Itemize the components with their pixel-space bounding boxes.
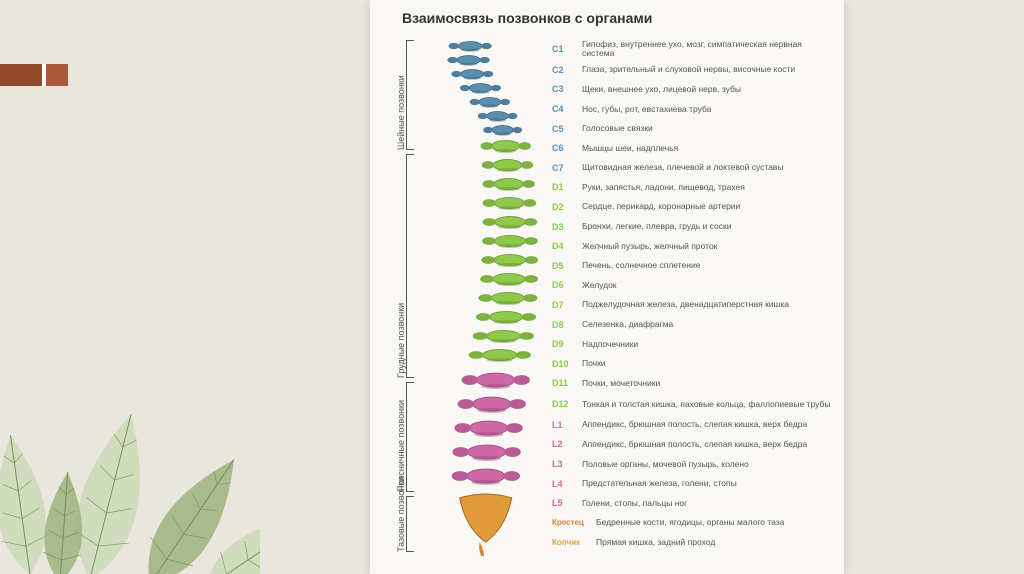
section-brace xyxy=(406,40,414,150)
spine-illustration xyxy=(420,36,550,556)
vertebra-row: D11Почки, мочеточники xyxy=(552,374,834,394)
accent-bar xyxy=(0,64,68,86)
vertebra-desc: Щеки, внешнее ухо, лицевой нерв, зубы xyxy=(582,85,834,94)
vertebra-code: C3 xyxy=(552,84,582,94)
vertebra-desc: Почки, мочеточники xyxy=(582,379,834,388)
diagram-title: Взаимосвязь позвонков с органами xyxy=(370,0,844,32)
vertebra-desc: Печень, солнечное сплетение xyxy=(582,261,834,270)
vertebra-code: D6 xyxy=(552,280,582,290)
vertebra-desc: Руки, запястья, ладони, пищевод, трахея xyxy=(582,183,834,192)
vertebra-code: Крестец xyxy=(552,518,596,527)
vertebra-desc: Сердце, перикард, коронарные артерии xyxy=(582,202,834,211)
vertebra-code: D11 xyxy=(552,378,582,388)
vertebra-row: D4Желчный пузырь, желчный проток xyxy=(552,236,834,256)
vertebra-code: L4 xyxy=(552,479,582,489)
vertebra-code: L3 xyxy=(552,459,582,469)
vertebra-code: D10 xyxy=(552,359,582,369)
vertebra-code: D2 xyxy=(552,202,582,212)
chart-area: Шейные позвонкиГрудные позвонкиПоясничны… xyxy=(370,32,844,560)
vertebra-code: L2 xyxy=(552,439,582,449)
vertebra-row: C5Голосовые связки xyxy=(552,119,834,139)
vertebra-desc: Нос, губы, рот, евстахиева труба xyxy=(582,105,834,114)
vertebra-desc: Предстательная железа, голени, стопы xyxy=(582,479,834,488)
vertebra-row: D7Поджелудочная железа, двенадцатиперстн… xyxy=(552,295,834,315)
vertebra-row: D2Сердце, перикард, коронарные артерии xyxy=(552,197,834,217)
vertebra-code: D3 xyxy=(552,222,582,232)
vertebra-code: D5 xyxy=(552,261,582,271)
vertebra-desc: Поджелудочная железа, двенадцатиперстная… xyxy=(582,300,834,309)
vertebra-desc: Щитовидная железа, плечевой и локтевой с… xyxy=(582,163,834,172)
vertebra-desc: Аппендикс, брюшная полость, слепая кишка… xyxy=(582,420,834,429)
vertebra-code: D7 xyxy=(552,300,582,310)
vertebra-row: D12Тонкая и толстая кишка, паховые кольц… xyxy=(552,393,834,415)
section-label: Шейные позвонки xyxy=(396,75,406,150)
vertebra-code: D9 xyxy=(552,339,582,349)
vertebra-row: КрестецБедренные кости, ягодицы, органы … xyxy=(552,513,834,533)
vertebra-desc: Желчный пузырь, желчный проток xyxy=(582,242,834,251)
vertebra-desc: Голосовые связки xyxy=(582,124,834,133)
vertebra-row: L5Голени, стопы, пальцы ног xyxy=(552,493,834,513)
vertebra-row: L1Аппендикс, брюшная полость, слепая киш… xyxy=(552,415,834,435)
vertebra-code: C5 xyxy=(552,124,582,134)
vertebra-row: L2Аппендикс, брюшная полость, слепая киш… xyxy=(552,435,834,455)
vertebra-code: L1 xyxy=(552,420,582,430)
vertebra-desc: Почки xyxy=(582,359,834,368)
vertebra-row: C2Глаза, зрительный и слуховой нервы, ви… xyxy=(552,60,834,80)
vertebra-desc: Бронхи, легкие, плевра, грудь и соски xyxy=(582,222,834,231)
section-brace xyxy=(406,154,414,378)
vertebra-code: D12 xyxy=(552,399,582,409)
vertebra-list: C1Гипофиз, внутреннее ухо, мозг, симпати… xyxy=(552,38,834,552)
vertebra-code: C1 xyxy=(552,44,582,54)
vertebra-desc: Глаза, зрительный и слуховой нервы, висо… xyxy=(582,65,834,74)
vertebra-code: D1 xyxy=(552,182,582,192)
vertebra-desc: Мышцы шеи, надплечья xyxy=(582,144,834,153)
vertebra-desc: Прямая кишка, задний проход xyxy=(596,538,834,547)
vertebra-row: D6Желудок xyxy=(552,276,834,296)
vertebra-desc: Бедренные кости, ягодицы, органы малого … xyxy=(596,518,834,527)
section-brace xyxy=(406,496,414,552)
vertebra-row: C6Мышцы шеи, надплечья xyxy=(552,138,834,158)
vertebra-desc: Тонкая и толстая кишка, паховые кольца, … xyxy=(582,400,834,409)
vertebra-code: D4 xyxy=(552,241,582,251)
vertebra-row: D1Руки, запястья, ладони, пищевод, трахе… xyxy=(552,178,834,198)
vertebra-desc: Аппендикс, брюшная полость, слепая кишка… xyxy=(582,440,834,449)
section-brace xyxy=(406,382,414,492)
vertebra-row: C1Гипофиз, внутреннее ухо, мозг, симпати… xyxy=(552,38,834,60)
vertebra-row: D8Селезенка, диафрагма xyxy=(552,315,834,335)
vertebra-code: D8 xyxy=(552,320,582,330)
vertebra-desc: Голени, стопы, пальцы ног xyxy=(582,499,834,508)
vertebra-code: Копчик xyxy=(552,538,596,547)
vertebra-row: C4Нос, губы, рот, евстахиева труба xyxy=(552,99,834,119)
vertebra-row: C3Щеки, внешнее ухо, лицевой нерв, зубы xyxy=(552,80,834,100)
vertebra-code: C7 xyxy=(552,163,582,173)
content-card: Взаимосвязь позвонков с органами Шейные … xyxy=(370,0,844,574)
vertebra-desc: Селезенка, диафрагма xyxy=(582,320,834,329)
section-label: Тазовые позвонки xyxy=(396,477,406,552)
vertebra-row: D5Печень, солнечное сплетение xyxy=(552,256,834,276)
vertebra-desc: Гипофиз, внутреннее ухо, мозг, симпатиче… xyxy=(582,40,834,58)
vertebra-code: C6 xyxy=(552,143,582,153)
vertebra-row: L4Предстательная железа, голени, стопы xyxy=(552,474,834,494)
vertebra-desc: Надпочечники xyxy=(582,340,834,349)
vertebra-row: D9Надпочечники xyxy=(552,334,834,354)
vertebra-row: КопчикПрямая кишка, задний проход xyxy=(552,533,834,553)
vertebra-row: C7Щитовидная железа, плечевой и локтевой… xyxy=(552,158,834,178)
vertebra-desc: Половые органы, мочевой пузырь, колено xyxy=(582,460,834,469)
vertebra-row: D3Бронхи, легкие, плевра, грудь и соски xyxy=(552,217,834,237)
vertebra-code: C2 xyxy=(552,65,582,75)
vertebra-code: C4 xyxy=(552,104,582,114)
leaf-decoration xyxy=(0,374,260,574)
vertebra-row: L3Половые органы, мочевой пузырь, колено xyxy=(552,454,834,474)
vertebra-row: D10Почки xyxy=(552,354,834,374)
section-label: Грудные позвонки xyxy=(396,303,406,378)
vertebra-desc: Желудок xyxy=(582,281,834,290)
vertebra-code: L5 xyxy=(552,498,582,508)
